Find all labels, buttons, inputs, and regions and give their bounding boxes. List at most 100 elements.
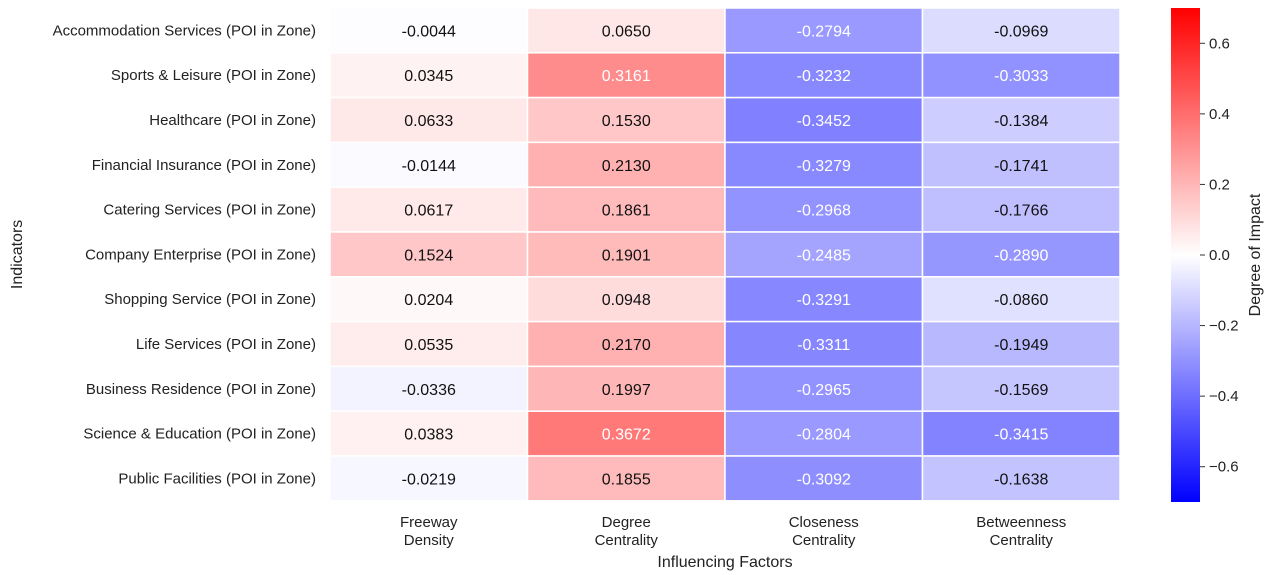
cell-value-label: 0.1524 [404, 247, 453, 264]
cell-value-label: 0.0204 [404, 292, 453, 309]
cell-value-label: 0.0345 [404, 68, 453, 85]
heatmap-cell [921, 96, 1121, 144]
heatmap-cell [724, 410, 924, 457]
row-label: Healthcare (POI in Zone) [149, 112, 316, 129]
column-label: Centrality [792, 532, 856, 549]
cell-value-label: 0.0633 [404, 113, 453, 130]
cell-value-label: -0.2794 [797, 23, 851, 40]
heatmap-cell [921, 455, 1121, 502]
cell-value-label: -0.0336 [402, 382, 456, 399]
cell-value-label: 0.0383 [404, 427, 453, 444]
cell-value-label: 0.1997 [602, 382, 651, 399]
colorbar-tick-label: 0.0 [1209, 247, 1230, 264]
cell-value-label: 0.0617 [404, 203, 453, 220]
heatmap-cell [526, 141, 726, 188]
heatmap-cell [526, 7, 726, 54]
cell-value-label: 0.1530 [602, 113, 651, 130]
cell-value-label: -0.1949 [994, 337, 1048, 354]
row-label: Catering Services (POI in Zone) [103, 202, 316, 219]
row-label: Business Residence (POI in Zone) [86, 381, 316, 398]
cell-value-label: -0.2968 [797, 203, 851, 220]
cell-value-label: -0.3291 [797, 292, 851, 309]
column-label: Betweenness [976, 514, 1066, 531]
cell-value-label: -0.3232 [797, 68, 851, 85]
heatmap-cell [526, 231, 726, 278]
cell-value-label: -0.3092 [797, 471, 851, 488]
cell-value-label: -0.3279 [797, 158, 851, 175]
heatmap-cell [724, 276, 924, 323]
cell-value-label: -0.3311 [797, 337, 850, 354]
cell-value-label: -0.1766 [994, 203, 1048, 220]
cell-value-label: -0.1741 [994, 158, 1048, 175]
heatmap-cell [921, 276, 1121, 323]
cell-value-label: -0.2485 [797, 247, 851, 264]
row-label: Shopping Service (POI in Zone) [104, 291, 316, 308]
colorbar-title: Degree of Impact [1247, 193, 1264, 316]
heatmap-cell [724, 455, 924, 502]
cell-value-label: -0.1569 [994, 382, 1048, 399]
column-label: Density [404, 532, 455, 549]
heatmap-cell [329, 186, 529, 233]
cell-value-label: -0.0144 [402, 158, 456, 175]
x-axis-title: Influencing Factors [657, 554, 792, 571]
row-labels: Accommodation Services (POI in Zone) Spor… [53, 22, 316, 487]
cell-value-label: 0.0535 [404, 337, 453, 354]
row-label: Public Facilities (POI in Zone) [118, 470, 316, 487]
column-label: Freeway [400, 514, 458, 531]
cell-value-label: -0.0044 [402, 23, 456, 40]
cell-value-label: -0.0969 [994, 23, 1048, 40]
heatmap-cell [329, 455, 529, 502]
cell-value-label: -0.3415 [994, 427, 1048, 444]
cell-value-label: 0.2130 [602, 158, 651, 175]
row-label: Sports & Leisure (POI in Zone) [111, 67, 316, 84]
cell-value-label: -0.2890 [994, 247, 1048, 264]
heatmap-cell [526, 96, 726, 144]
colorbar-tick-label: 0.2 [1209, 176, 1230, 193]
cell-value-label: 0.1861 [602, 203, 651, 220]
cell-value-label: 0.2170 [602, 337, 651, 354]
cell-value-label: 0.3672 [602, 427, 651, 444]
heatmap-cell [921, 231, 1121, 278]
column-label: Closeness [789, 514, 859, 531]
cell-value-label: -0.2965 [797, 382, 851, 399]
heatmap-cell [526, 52, 726, 99]
cell-value-label: 0.0948 [602, 292, 651, 309]
cell-value-label: -0.2804 [797, 427, 851, 444]
heatmap-cell [329, 320, 529, 368]
cell-value-label: -0.1384 [994, 113, 1048, 130]
column-label: Degree [602, 514, 651, 531]
colorbar-gradient [1171, 8, 1200, 502]
row-label: Accommodation Services (POI in Zone) [53, 22, 316, 39]
heatmap-cell [526, 455, 726, 502]
cell-value-label: -0.1638 [994, 471, 1048, 488]
colorbar: 0.6 0.4 0.2 0.0 −0.2 −0.4 −0.6 [1171, 8, 1239, 502]
colorbar-tick-label: 0.4 [1209, 106, 1230, 123]
cell-value-label: 0.1901 [602, 247, 651, 264]
cell-value-label: -0.3033 [994, 68, 1048, 85]
heatmap-cell [921, 7, 1121, 54]
cell-value-label: 0.0650 [602, 23, 651, 40]
column-labels: FreewayDensityDegreeCentralityClosenessC… [400, 514, 1066, 549]
heatmap-cell [921, 52, 1121, 99]
colorbar-tick-label: 0.6 [1209, 35, 1230, 52]
row-label: Company Enterprise (POI in Zone) [85, 246, 316, 263]
heatmap-cell [724, 231, 924, 278]
heatmap-cell [329, 410, 529, 457]
row-label: Life Services (POI in Zone) [136, 336, 316, 353]
column-label: Centrality [595, 532, 659, 549]
heatmap-cell [921, 410, 1121, 457]
row-label: Science & Education (POI in Zone) [83, 426, 316, 443]
y-axis-title: Indicators [9, 220, 26, 289]
heatmap-cell [526, 186, 726, 233]
colorbar-tick-label: −0.6 [1209, 459, 1239, 476]
heatmap-cell [329, 231, 529, 278]
cell-value-label: 0.1855 [602, 471, 651, 488]
heatmap-cell [724, 7, 924, 54]
heatmap-cell [724, 186, 924, 233]
heatmap-cell [921, 141, 1121, 188]
row-label: Financial Insurance (POI in Zone) [92, 157, 316, 174]
colorbar-tick-label: −0.2 [1209, 318, 1239, 335]
heatmap-cell [921, 186, 1121, 233]
cell-value-label: 0.3161 [602, 68, 651, 85]
